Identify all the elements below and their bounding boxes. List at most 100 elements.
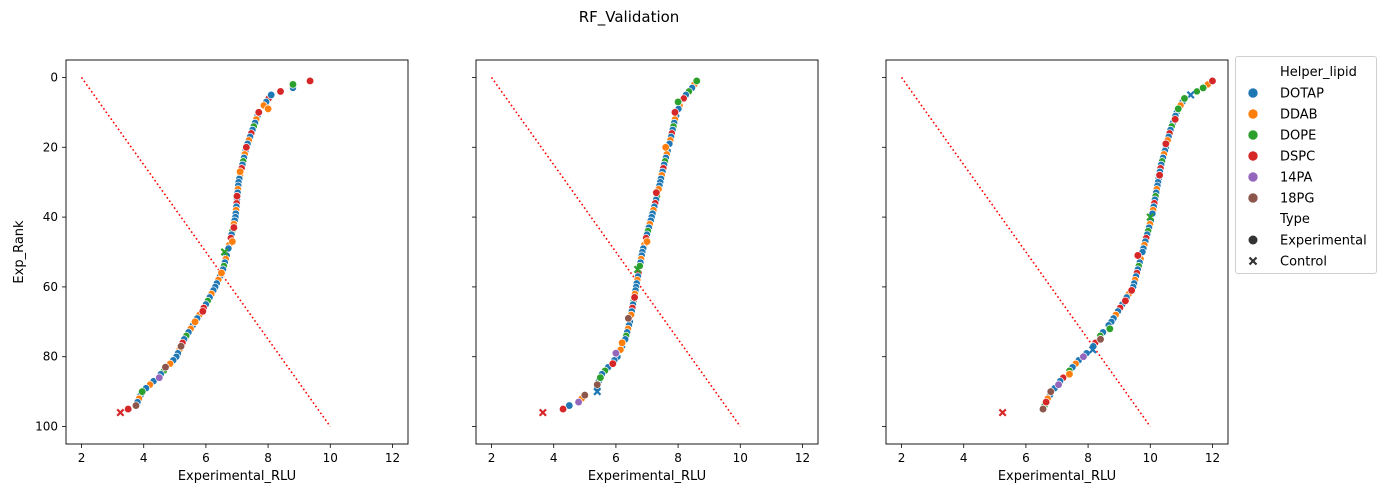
x-tick-label: 10 (323, 451, 338, 465)
legend-label: DSPC (1280, 150, 1315, 165)
data-point (1054, 380, 1063, 389)
data-point (161, 363, 170, 372)
control-point (998, 408, 1007, 417)
x-tick-label: 10 (1143, 451, 1158, 465)
y-tick-label: 40 (43, 210, 58, 224)
data-point (198, 307, 207, 316)
data-point (574, 397, 583, 407)
legend-marker (1247, 171, 1259, 183)
data-point (1127, 286, 1136, 295)
x-tick-label: 4 (140, 451, 148, 465)
data-point (263, 104, 273, 114)
data-point (242, 143, 251, 152)
data-point (254, 108, 263, 117)
reference-line (490, 76, 741, 428)
x-tick-label: 10 (733, 451, 748, 465)
data-point (624, 314, 633, 323)
control-point (1088, 345, 1097, 354)
data-point (558, 404, 568, 414)
legend: Helper_lipid DOTAP DDAB DOPE DSPC 14PA 18PG Typ… (1235, 56, 1377, 274)
y-tick-label: 0 (50, 70, 58, 84)
data-point (661, 143, 670, 152)
data-point (652, 188, 661, 197)
data-point (580, 390, 589, 400)
x-tick-label: 2 (898, 451, 906, 465)
x-tick-label: 6 (1022, 451, 1030, 465)
control-mark (220, 248, 229, 256)
control-point (538, 408, 547, 417)
data-point (673, 97, 683, 107)
data-point (276, 87, 285, 96)
figure-title: RF_Validation (579, 8, 680, 27)
data-point (670, 108, 680, 117)
data-point (1046, 387, 1055, 396)
data-point (124, 404, 133, 414)
x-tick-label: 4 (960, 451, 968, 465)
data-point (1180, 94, 1189, 103)
control-point (220, 248, 229, 256)
data-point (267, 90, 276, 100)
data-point (1174, 104, 1183, 114)
data-point (229, 223, 239, 232)
legend-label: DOTAP (1280, 87, 1324, 102)
data-point (1121, 296, 1130, 306)
data-point (1041, 397, 1051, 407)
data-point (1079, 352, 1088, 361)
data-point (1133, 251, 1142, 260)
legend-marker (1247, 87, 1259, 99)
reference-line (80, 76, 331, 428)
y-tick-label: 100 (35, 420, 58, 434)
data-point (217, 268, 226, 278)
data-point (593, 380, 602, 389)
data-point (1105, 324, 1115, 333)
x-tick-label: 6 (612, 451, 620, 465)
data-point (1208, 76, 1217, 86)
data-point (190, 317, 200, 326)
subplots: 2 4 6 8 10 12 0 20 40 60 80 100 Experimental_RLU Exp_… (12, 59, 1229, 484)
data-point (1096, 335, 1105, 344)
axes-frame (65, 59, 409, 445)
control-mark (116, 408, 125, 417)
x-tick-label: 12 (385, 451, 400, 465)
legend-hue-title: Helper_lipid (1280, 65, 1357, 80)
data-point (1170, 115, 1180, 124)
data-point (1161, 139, 1170, 148)
data-point (176, 342, 186, 351)
y-tick-label: 80 (43, 350, 58, 364)
data-point (617, 338, 627, 347)
legend-label: Control (1280, 255, 1327, 270)
data-point (228, 237, 237, 246)
legend-marker (1248, 256, 1258, 266)
data-point (642, 237, 652, 246)
data-point (305, 76, 315, 86)
x-tick-label: 6 (202, 451, 210, 465)
x-tick-label: 12 (795, 451, 810, 465)
legend-entries: Helper_lipid DOTAP DDAB DOPE DSPC 14PA 18PG Typ… (1247, 65, 1367, 270)
control-mark (1088, 345, 1097, 354)
data-point (565, 401, 574, 410)
x-tick-label: 2 (78, 451, 86, 465)
legend-marker (1247, 108, 1259, 120)
x-tick-label: 2 (488, 451, 496, 465)
x-tick-label: 4 (550, 451, 558, 465)
data-point (288, 80, 298, 89)
y-axis-label: Exp_Rank (12, 220, 27, 284)
legend-label: 18PG (1280, 192, 1314, 207)
data-point (608, 359, 617, 368)
data-point (692, 76, 701, 86)
data-point (1065, 370, 1074, 379)
control-point (1146, 213, 1155, 222)
data-point (611, 349, 621, 358)
control-mark (538, 408, 547, 417)
subplot-3: 2 4 6 8 10 12 Experimental_RLU (882, 59, 1229, 484)
data-point (138, 387, 147, 396)
data-point (1155, 171, 1164, 180)
reference-line (900, 76, 1151, 428)
x-tick-label: 8 (264, 451, 272, 465)
data-point (1038, 404, 1048, 414)
data-point (1198, 83, 1208, 93)
control-mark (593, 387, 602, 396)
axes-frame (475, 59, 819, 445)
control-mark (633, 265, 642, 274)
